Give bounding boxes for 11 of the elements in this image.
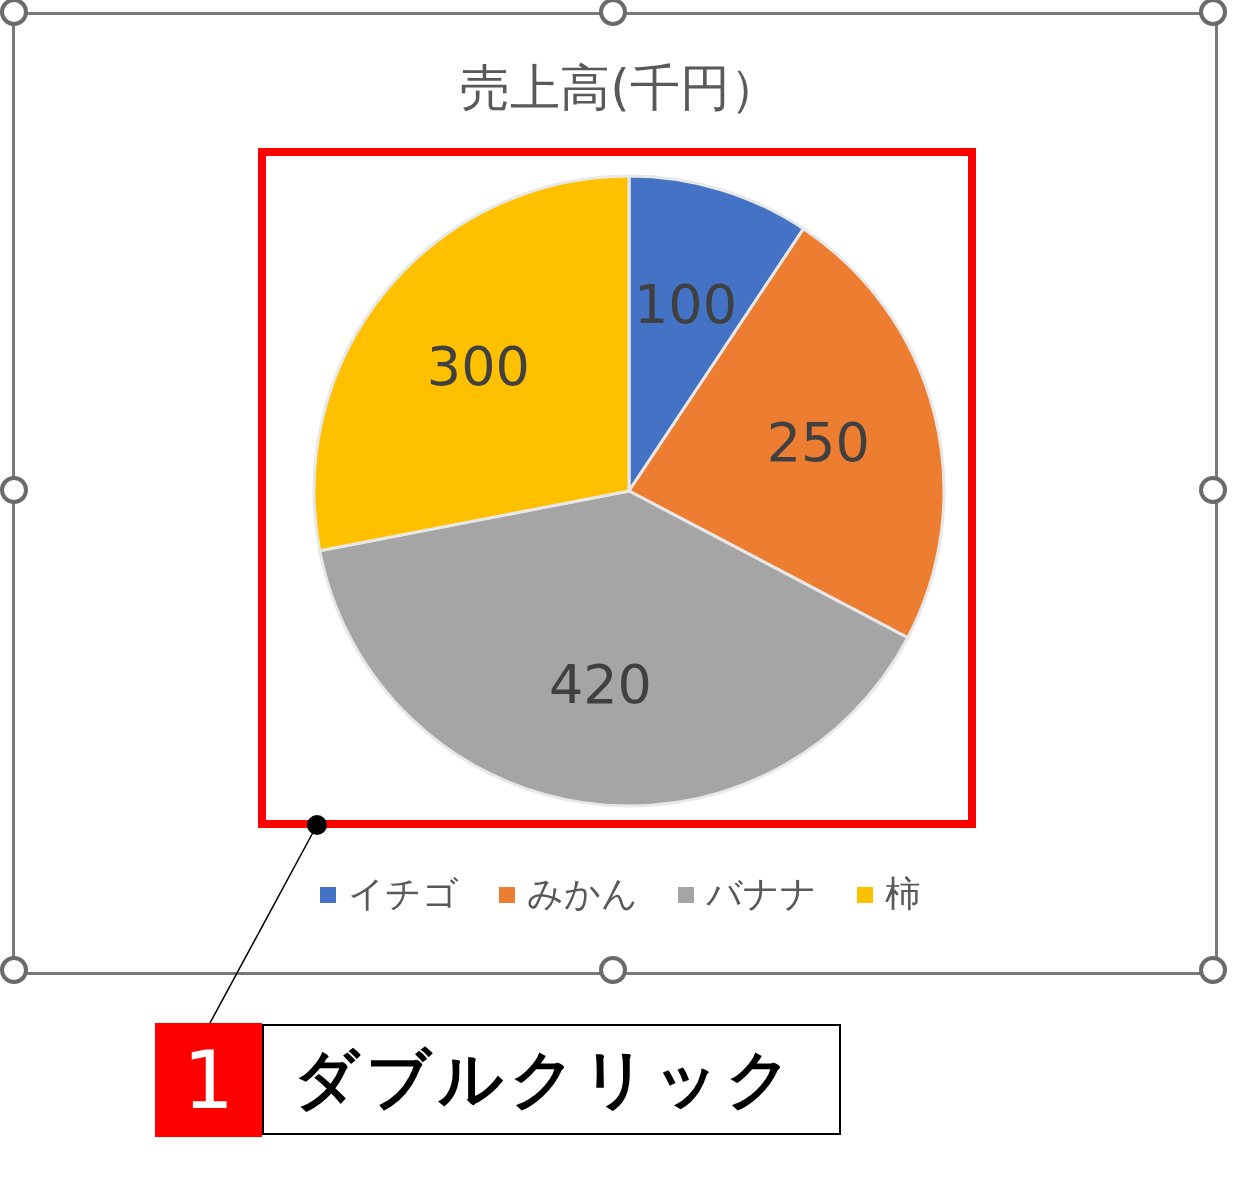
text: ダブルクリック — [262, 1024, 841, 1135]
chart-title: 売上高(千円） — [459, 58, 781, 119]
data-label: 250 — [766, 411, 870, 475]
legend-label: バナナ — [705, 872, 817, 916]
legend-label: みかん — [526, 872, 638, 916]
data-label: 420 — [548, 652, 652, 716]
legend-label: イチゴ — [347, 872, 459, 916]
data-label: 100 — [633, 272, 738, 336]
data-label: 300 — [426, 335, 530, 399]
text: 1 — [155, 1023, 262, 1137]
legend-label: 柿 — [884, 872, 921, 916]
